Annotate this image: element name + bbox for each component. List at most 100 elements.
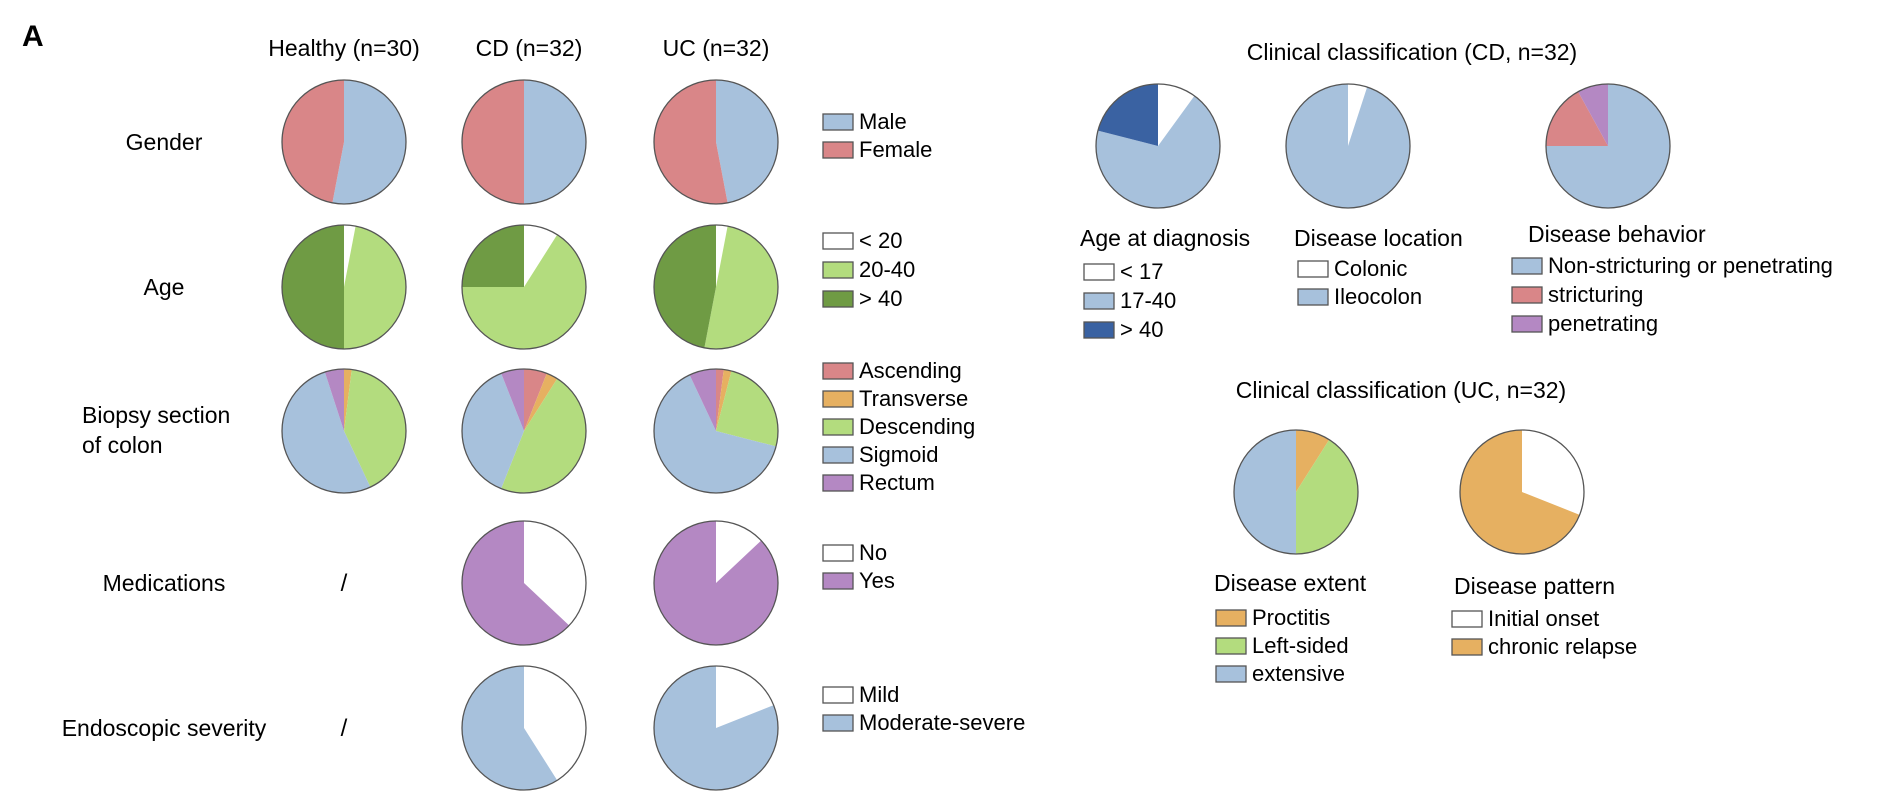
row-label-endoscopic-severity: Endoscopic severity	[62, 715, 267, 741]
pie-gender-cd-n-32-outline	[461, 79, 587, 205]
legend-cd-age-at-diagnosis-17-40-swatch	[1083, 292, 1115, 310]
pie-cd-age-at-diagnosis-slice-2	[1096, 95, 1221, 209]
legend-cd-disease-behavior-stricturing-swatch	[1511, 286, 1543, 304]
pie-cd-disease-behavior	[1545, 83, 1671, 209]
legend-cd-age-at-diagnosis-17-swatch	[1083, 263, 1115, 281]
legend-uc-disease-extent-proctitis-label: Proctitis	[1252, 605, 1330, 630]
pie-uc-disease-extent-slice-3	[1234, 430, 1296, 554]
pie-cd-age-at-diagnosis-slice-1	[1158, 84, 1195, 146]
pie-biopsy-section-cd-n-32-outline	[461, 368, 587, 494]
pie-biopsy-section-uc-n-32-slice-3	[716, 370, 778, 447]
pie-endoscopic-severity-cd-n-32-slice-1	[524, 666, 587, 781]
pie-biopsy-section-cd-n-32-slice-5	[501, 369, 524, 431]
legend-endoscopic-severity-moderate-severe-label: Moderate-severe	[859, 710, 1025, 735]
legend-age-20-swatch	[822, 232, 854, 250]
pie-biopsy-section-healthy-n-30-slice-4	[282, 372, 371, 493]
legend-gender-female-swatch	[822, 141, 854, 159]
legend-cd-disease-location-ileocolon-swatch	[1297, 288, 1329, 306]
pie-age-cd-n-32-slice-3	[462, 225, 524, 287]
legend-cd-disease-behavior-penetrating-swatch	[1511, 315, 1543, 333]
legend-endoscopic-severity-mild-label: Mild	[859, 682, 899, 707]
pie-biopsy-section-healthy-n-30	[281, 368, 407, 494]
legend-cd-age-at-diagnosis-17-40-label: 17-40	[1120, 288, 1176, 313]
pie-medications-uc-n-32	[653, 520, 779, 646]
cd-classification-title: Clinical classification (CD, n=32)	[1247, 39, 1577, 65]
legend-cd-disease-behavior-stricturing-label: stricturing	[1548, 282, 1643, 307]
legend-biopsy-section-ascending-label: Ascending	[859, 358, 962, 383]
pie-endoscopic-severity-cd-n-32-slice-2	[462, 666, 558, 791]
legend-biopsy-section-rectum-swatch	[822, 474, 854, 492]
legend-uc-disease-pattern-chronic-relapse-swatch	[1451, 638, 1483, 656]
row-label-biopsy-section-line-1: Biopsy section	[82, 402, 230, 428]
pie-biopsy-section-uc-n-32-slice-5	[689, 369, 716, 431]
uc-disease-pattern-title: Disease pattern	[1454, 573, 1615, 599]
legend-medications-yes-swatch	[822, 572, 854, 590]
legend-cd-disease-location-colonic-swatch	[1297, 260, 1329, 278]
pie-age-uc-n-32-slice-1	[716, 225, 728, 287]
legend-uc-disease-pattern-chronic-relapse-label: chronic relapse	[1488, 634, 1637, 659]
uc-disease-extent-title: Disease extent	[1214, 570, 1367, 596]
pie-medications-uc-n-32-slice-1	[716, 521, 762, 583]
pie-age-uc-n-32-outline	[653, 224, 779, 350]
pie-gender-healthy-n-30	[281, 79, 407, 205]
legend-biopsy-section-transverse-swatch	[822, 390, 854, 408]
pie-medications-cd-n-32-outline	[461, 520, 587, 646]
uc-classification-title: Clinical classification (UC, n=32)	[1236, 377, 1566, 403]
pie-endoscopic-severity-cd-n-32-outline	[461, 665, 587, 791]
legend-biopsy-section-sigmoid-label: Sigmoid	[859, 442, 938, 467]
panel-label: A	[22, 20, 44, 53]
row-label-medications: Medications	[103, 570, 226, 596]
pie-endoscopic-severity-uc-n-32-outline	[653, 665, 779, 791]
legend-endoscopic-severity-mild-swatch	[822, 686, 854, 704]
legend-uc-disease-extent-extensive-swatch	[1215, 665, 1247, 683]
legend-uc-disease-extent-proctitis-swatch	[1215, 609, 1247, 627]
legend-medications-yes-label: Yes	[859, 568, 895, 593]
pie-age-cd-n-32	[461, 224, 587, 350]
pie-gender-uc-n-32-slice-1	[716, 80, 778, 203]
pie-medications-cd-n-32-slice-1	[524, 521, 587, 626]
legend-cd-disease-location-colonic-label: Colonic	[1334, 256, 1407, 281]
column-header-uc-n-32: UC (n=32)	[663, 35, 770, 61]
pie-biopsy-section-uc-n-32-slice-4	[653, 374, 777, 493]
pie-biopsy-section-cd-n-32	[461, 368, 587, 494]
legend-uc-disease-extent-left-sided-swatch	[1215, 637, 1247, 655]
pie-medications-uc-n-32-slice-2	[654, 521, 779, 645]
pie-biopsy-section-healthy-n-30-slice-5	[324, 369, 344, 431]
legend-uc-disease-extent-left-sided-label: Left-sided	[1252, 633, 1349, 658]
cd-disease-behavior-title: Disease behavior	[1528, 221, 1706, 247]
legend-biopsy-section-descending-swatch	[822, 418, 854, 436]
placeholder-endoscopic-severity-healthy-n-30: /	[341, 715, 348, 742]
pie-age-cd-n-32-slice-2	[462, 234, 586, 349]
pie-uc-disease-extent-slice-1	[1296, 430, 1330, 492]
pie-cd-age-at-diagnosis-outline	[1095, 83, 1221, 209]
pie-gender-healthy-n-30-outline	[281, 79, 407, 205]
row-label-biopsy-section-line-2: of colon	[82, 432, 163, 458]
legend-gender-female-label: Female	[859, 137, 932, 162]
legend-age-20-40-label: 20-40	[859, 257, 915, 282]
column-header-healthy-n-30: Healthy (n=30)	[268, 35, 420, 61]
pie-biopsy-section-cd-n-32-slice-4	[461, 373, 524, 489]
legend-age-20-40-swatch	[822, 261, 854, 279]
legend-medications-no-swatch	[822, 544, 854, 562]
pie-endoscopic-severity-uc-n-32	[653, 665, 779, 791]
legend-gender-male-swatch	[822, 113, 854, 131]
pie-uc-disease-extent	[1233, 429, 1359, 555]
pie-cd-disease-behavior-slice-3	[1578, 84, 1608, 146]
legend-biopsy-section-ascending-swatch	[822, 362, 854, 380]
pie-cd-age-at-diagnosis	[1095, 83, 1221, 209]
pie-age-healthy-n-30-slice-3	[282, 225, 344, 349]
row-label-age: Age	[144, 274, 185, 300]
pie-endoscopic-severity-uc-n-32-slice-1	[716, 666, 774, 728]
pie-age-cd-n-32-outline	[461, 224, 587, 350]
pie-biopsy-section-uc-n-32-slice-1	[716, 369, 724, 431]
pie-age-cd-n-32-slice-1	[524, 225, 558, 287]
pie-biopsy-section-uc-n-32-outline	[653, 368, 779, 494]
pie-uc-disease-pattern	[1459, 429, 1585, 555]
pie-biopsy-section-healthy-n-30-slice-2	[344, 369, 352, 431]
pie-uc-disease-pattern-slice-2	[1460, 430, 1580, 554]
legend-cd-disease-behavior-non-stricturing-or-penetrating-label: Non-stricturing or penetrating	[1548, 253, 1833, 278]
pie-gender-cd-n-32	[461, 79, 587, 205]
cd-age-at-diagnosis-title: Age at diagnosis	[1080, 225, 1250, 251]
legend-cd-disease-location-ileocolon-label: Ileocolon	[1334, 284, 1422, 309]
legend-cd-age-at-diagnosis-17-label: < 17	[1120, 259, 1163, 284]
